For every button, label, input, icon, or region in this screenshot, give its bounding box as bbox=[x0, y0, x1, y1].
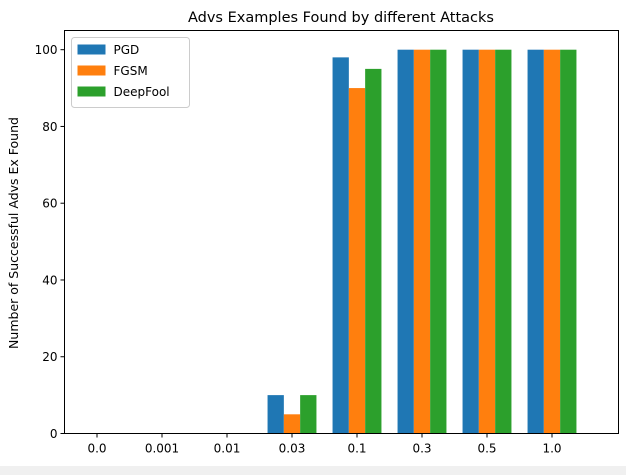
y-tick-label-3: 60 bbox=[42, 197, 57, 211]
bar-deepfool-7 bbox=[560, 49, 577, 434]
y-axis-label: Number of Successful Advs Ex Found bbox=[6, 117, 21, 349]
x-tick-label-1: 0.001 bbox=[145, 442, 179, 456]
bar-fgsm-4 bbox=[348, 88, 366, 434]
x-tick-label-7: 1.0 bbox=[542, 442, 561, 456]
legend: PGD FGSM DeepFool bbox=[71, 37, 190, 108]
bar-pgd-6 bbox=[462, 49, 479, 434]
bar-deepfool-3 bbox=[300, 395, 317, 434]
bar-fgsm-7 bbox=[543, 49, 561, 434]
legend-swatch-pgd bbox=[77, 44, 106, 55]
legend-label-fgsm: FGSM bbox=[114, 64, 148, 78]
bar-fgsm-6 bbox=[478, 49, 496, 434]
x-tick-label-6: 0.5 bbox=[477, 442, 496, 456]
legend-swatch-deepfool bbox=[77, 86, 106, 97]
legend-swatch-fgsm bbox=[77, 65, 106, 76]
x-tick-label-4: 0.1 bbox=[347, 442, 366, 456]
x-tick-label-3: 0.03 bbox=[279, 442, 306, 456]
x-tick-label-5: 0.3 bbox=[412, 442, 431, 456]
bar-pgd-4 bbox=[332, 57, 349, 434]
plot-area: 0.0 0.001 0.01 0.03 0.1 0.3 0.5 1.0 0 20 40 60 80 100 bbox=[35, 43, 577, 456]
bar-fgsm-5 bbox=[413, 49, 431, 434]
bar-pgd-3 bbox=[267, 395, 284, 434]
bar-deepfool-6 bbox=[495, 49, 512, 434]
window-bottom-strip bbox=[0, 466, 626, 475]
bar-fgsm-3 bbox=[283, 414, 301, 434]
x-tick-label-2: 0.01 bbox=[214, 442, 241, 456]
bar-pgd-7 bbox=[527, 49, 544, 434]
y-tick-label-2: 40 bbox=[42, 273, 57, 287]
legend-label-deepfool: DeepFool bbox=[114, 85, 170, 99]
chart-title: Advs Examples Found by different Attacks bbox=[188, 10, 494, 26]
axes-frame bbox=[64, 30, 619, 434]
y-tick-label-1: 20 bbox=[42, 350, 57, 364]
legend-label-pgd: PGD bbox=[114, 43, 140, 57]
x-tick-label-0: 0.0 bbox=[87, 442, 106, 456]
bar-deepfool-5 bbox=[430, 49, 447, 434]
y-tick-label-0: 0 bbox=[50, 427, 58, 441]
bar-deepfool-4 bbox=[365, 68, 382, 434]
y-tick-label-5: 100 bbox=[35, 43, 58, 57]
y-tick-label-4: 80 bbox=[42, 120, 57, 134]
bar-pgd-5 bbox=[397, 49, 414, 434]
